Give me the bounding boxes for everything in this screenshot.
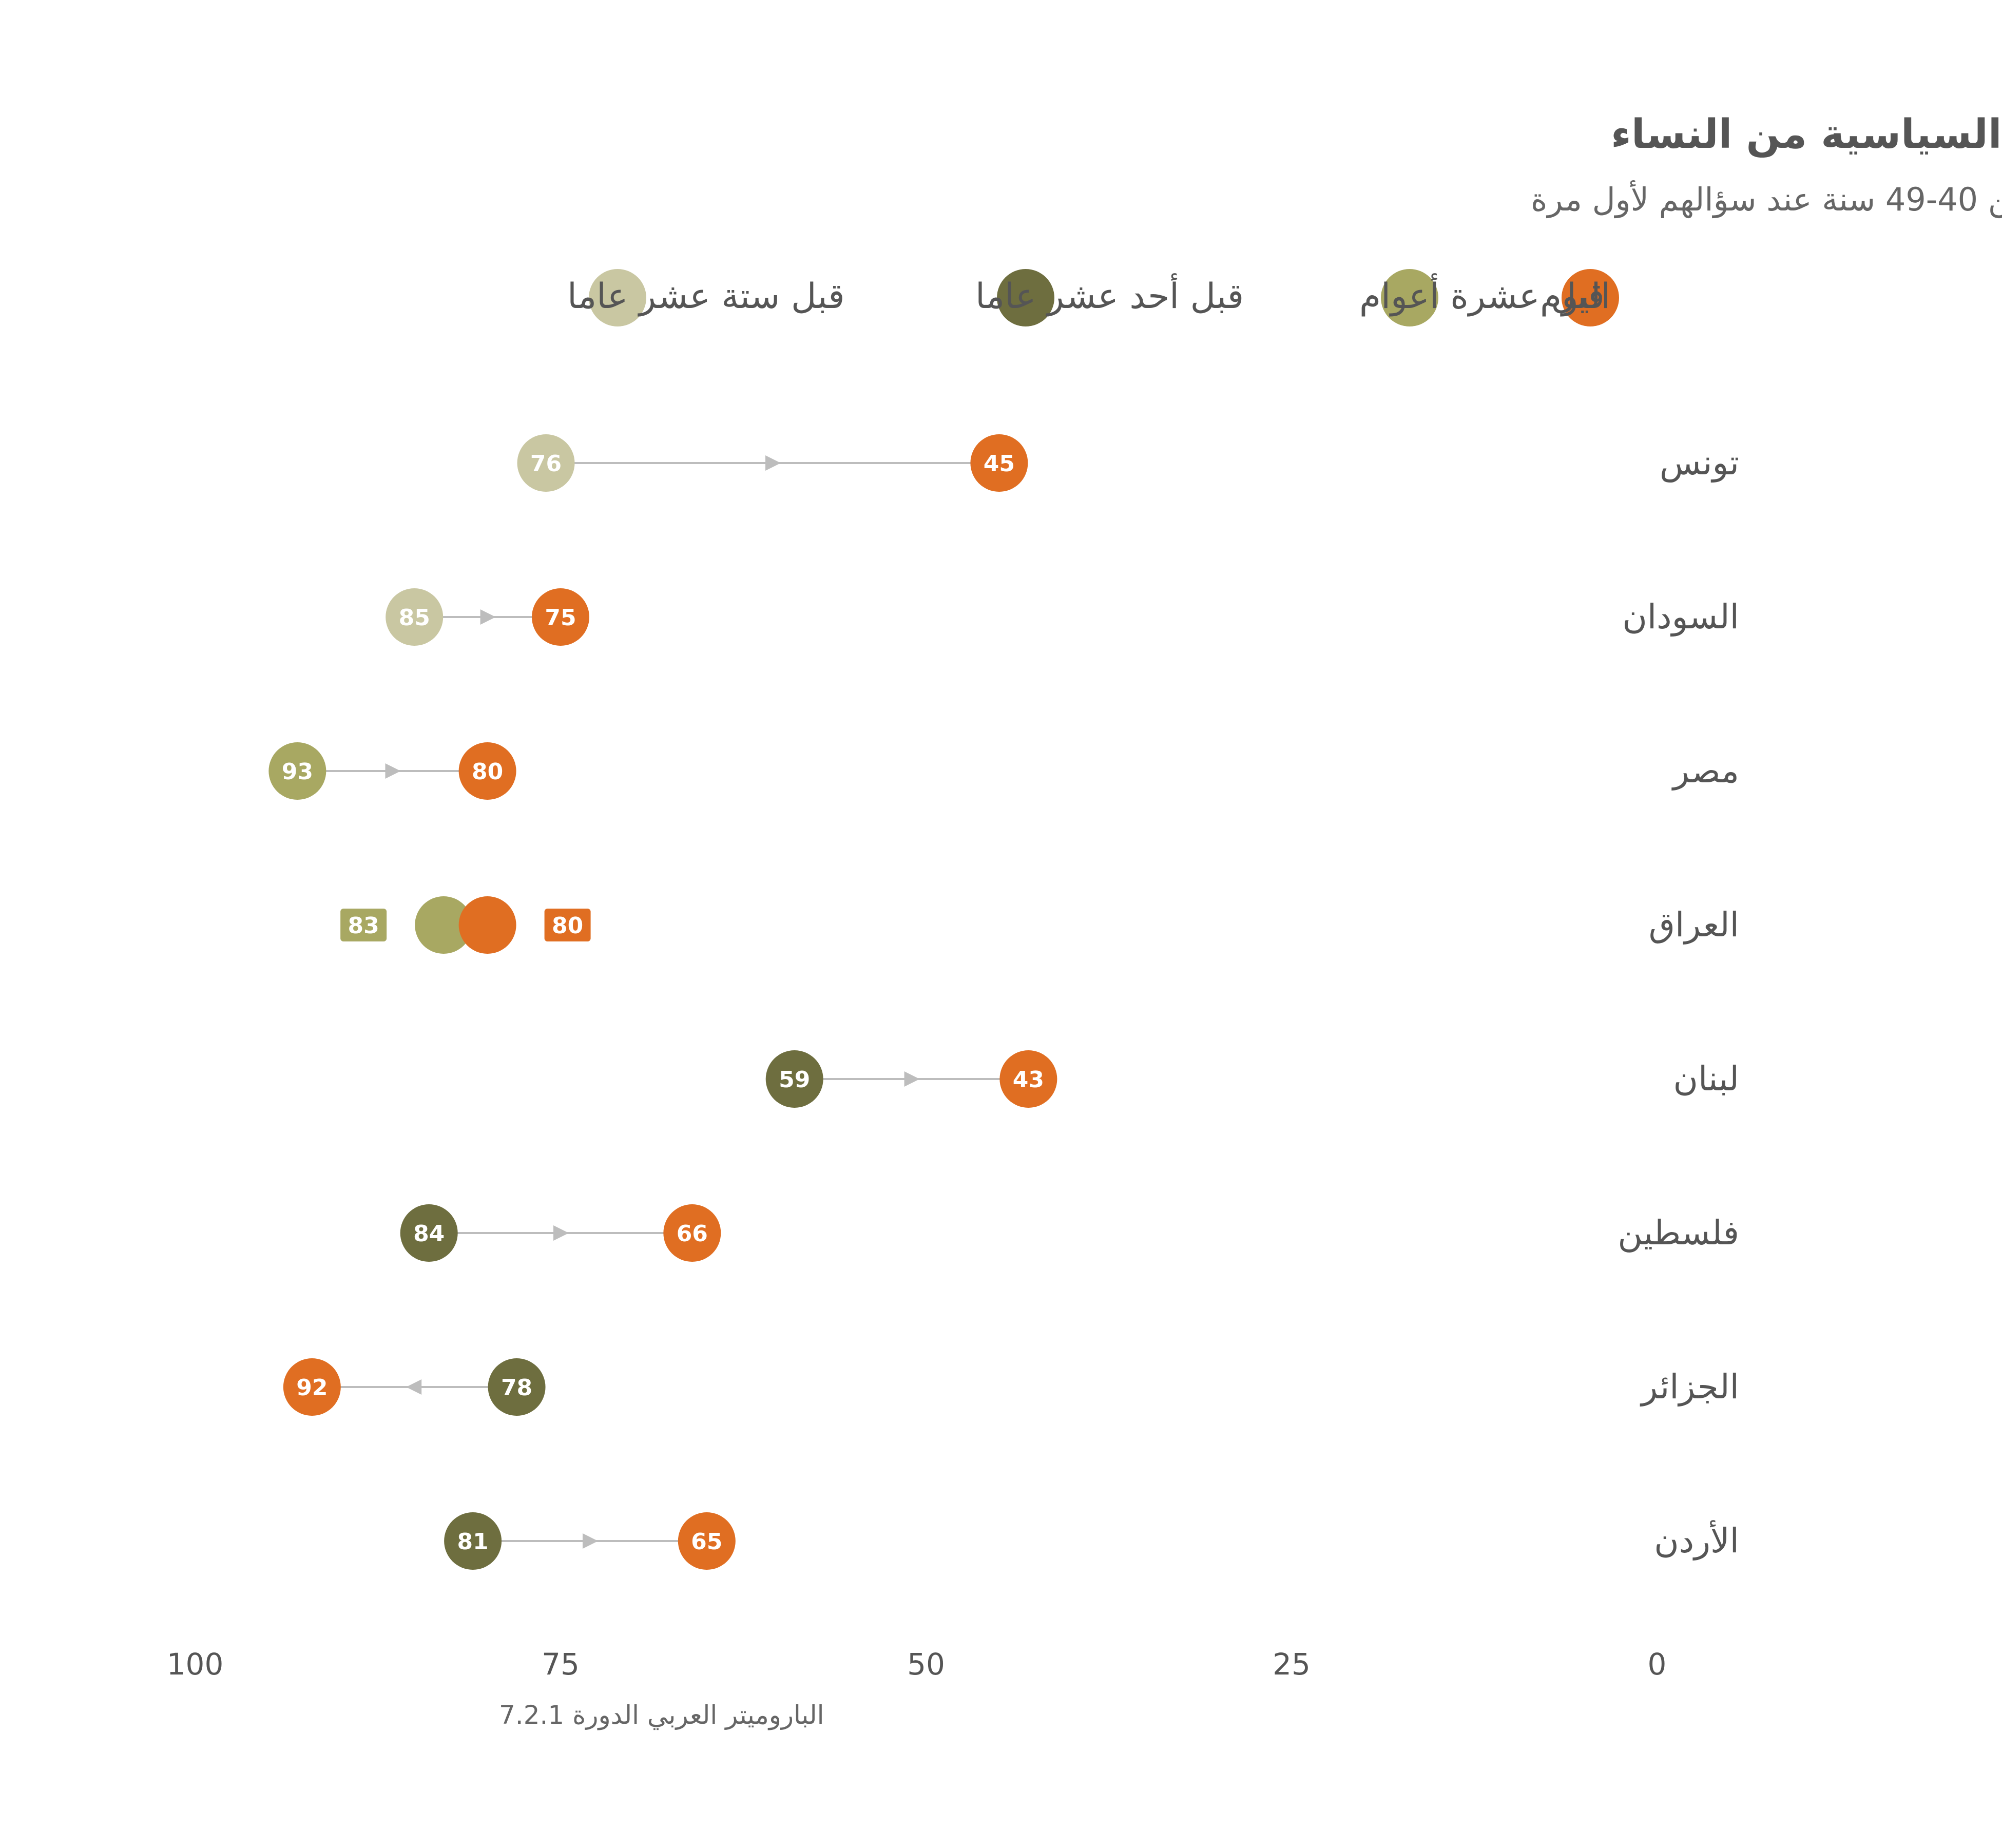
x-axis: 100 75 50 25 0 bbox=[167, 1647, 1667, 1682]
country-label: فلسطين bbox=[1618, 1213, 1739, 1253]
x-tick-label: 100 bbox=[167, 1647, 224, 1682]
earlier-value: 76 bbox=[530, 451, 562, 477]
earlier-value: 84 bbox=[413, 1221, 445, 1247]
legend-label: قبل أحد عشر عاما bbox=[975, 273, 1244, 317]
x-tick-label: 25 bbox=[1273, 1647, 1311, 1682]
earlier-dot bbox=[444, 1512, 502, 1570]
today-dot bbox=[458, 896, 516, 954]
country-label: لبنان bbox=[1673, 1059, 1739, 1099]
today-dot bbox=[663, 1204, 721, 1262]
value-tag-text: 80 bbox=[552, 913, 583, 939]
direction-arrow bbox=[904, 1071, 920, 1087]
direction-arrow bbox=[582, 1533, 598, 1549]
today-value: 43 bbox=[1013, 1067, 1044, 1093]
row: تونس 76 45 bbox=[517, 434, 1739, 492]
direction-arrow bbox=[553, 1225, 569, 1241]
legend-item: قبل عشرة أعوام bbox=[1359, 269, 1605, 326]
legend-swatch bbox=[589, 269, 646, 326]
earlier-value: 85 bbox=[399, 605, 430, 631]
country-label: مصر bbox=[1671, 751, 1739, 791]
earlier-value: 59 bbox=[779, 1067, 810, 1093]
legend-item: قبل ستة عشر عاما bbox=[567, 269, 845, 326]
legend-item: اليوم bbox=[1540, 269, 1619, 326]
chart-title: تغيّر في تأييد فكرة أن الرجال أفضل في ال… bbox=[1611, 108, 2002, 158]
earlier-dot bbox=[488, 1358, 546, 1416]
direction-arrow bbox=[385, 763, 401, 779]
x-tick-label: 0 bbox=[1648, 1647, 1667, 1682]
earlier-dot bbox=[415, 896, 473, 954]
country-label: تونس bbox=[1660, 443, 1739, 483]
today-dot bbox=[532, 588, 589, 646]
row: العراق 83 80 bbox=[340, 896, 1739, 954]
today-dot bbox=[678, 1512, 736, 1570]
source-note: الباروميتر العربي الدورة 7.2.1 bbox=[499, 1700, 824, 1730]
today-dot bbox=[970, 434, 1028, 492]
today-value: 92 bbox=[296, 1375, 328, 1401]
legend-swatch bbox=[997, 269, 1054, 326]
value-tag-box bbox=[340, 909, 387, 941]
today-dot bbox=[999, 1050, 1057, 1108]
value-tag-box bbox=[544, 909, 591, 941]
legend-item: قبل أحد عشر عاما bbox=[975, 269, 1244, 326]
legend-swatch bbox=[1562, 269, 1619, 326]
direction-arrow bbox=[765, 455, 781, 471]
earlier-dot bbox=[517, 434, 575, 492]
chart-subtitle: بين الرجال الذين تراوحت أعمارهم بين 40-4… bbox=[1531, 179, 2002, 219]
x-tick-label: 75 bbox=[542, 1647, 580, 1682]
country-label: السودان bbox=[1622, 597, 1739, 637]
earlier-value: 93 bbox=[282, 759, 313, 785]
today-dot bbox=[283, 1358, 341, 1416]
today-value-tag: 80 bbox=[544, 909, 591, 941]
direction-arrow bbox=[406, 1379, 422, 1395]
earlier-dot bbox=[386, 588, 444, 646]
earlier-value: 78 bbox=[501, 1375, 532, 1401]
row: الجزائر 78 92 bbox=[283, 1358, 1739, 1416]
row: السودان 85 75 bbox=[386, 588, 1739, 646]
x-tick-label: 50 bbox=[907, 1647, 945, 1682]
row: الأردن 81 65 bbox=[444, 1512, 1739, 1570]
today-value: 66 bbox=[677, 1221, 708, 1247]
legend-label: قبل عشرة أعوام bbox=[1359, 273, 1605, 317]
country-label: الجزائر bbox=[1640, 1367, 1739, 1407]
direction-arrow bbox=[480, 609, 496, 625]
today-value: 45 bbox=[984, 451, 1015, 477]
legend-swatch bbox=[1381, 269, 1438, 326]
earlier-dot bbox=[268, 742, 326, 800]
legend-label: اليوم bbox=[1540, 276, 1610, 317]
earlier-value-tag: 83 bbox=[340, 909, 387, 941]
earlier-dot bbox=[400, 1204, 458, 1262]
row: لبنان 59 43 bbox=[765, 1050, 1739, 1108]
earlier-dot bbox=[765, 1050, 823, 1108]
today-value: 65 bbox=[691, 1529, 722, 1555]
row: مصر 93 80 bbox=[268, 742, 1739, 800]
today-value: 80 bbox=[472, 759, 503, 785]
earlier-value: 81 bbox=[457, 1529, 489, 1555]
country-label: الأردن bbox=[1654, 1519, 1739, 1561]
country-label: العراق bbox=[1649, 905, 1739, 945]
value-tag-text: 83 bbox=[348, 913, 379, 939]
legend-label: قبل ستة عشر عاما bbox=[567, 276, 845, 317]
row: فلسطين 84 66 bbox=[400, 1204, 1739, 1262]
today-value: 75 bbox=[545, 605, 576, 631]
today-dot bbox=[458, 742, 516, 800]
plot-area: تونس 76 45 السودان 85 75 مصر 93 80 العراق 83 80 لبنا… bbox=[268, 434, 1739, 1570]
